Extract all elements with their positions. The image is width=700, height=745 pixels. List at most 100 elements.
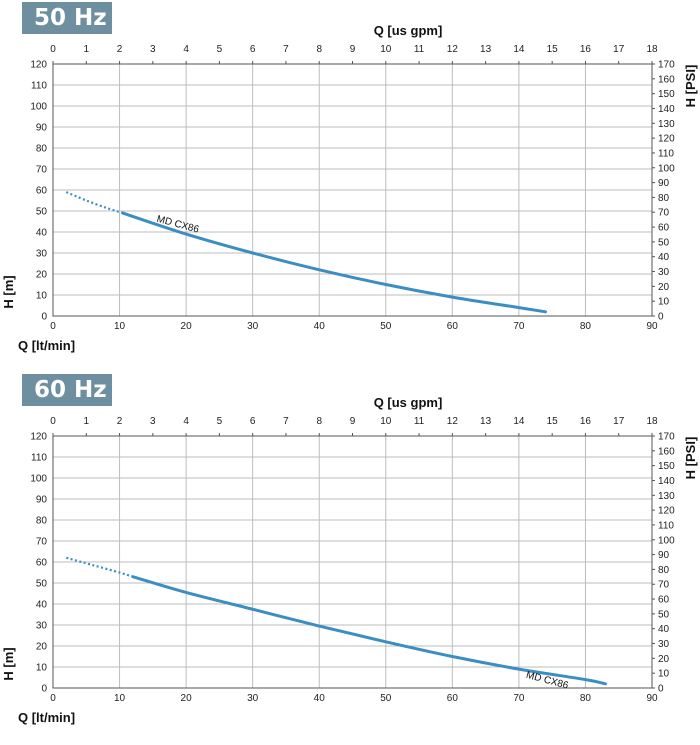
x2-tick-label: 17 [613, 44, 625, 55]
y2-tick-label: 60 [658, 595, 670, 606]
x-tick-label: 10 [114, 321, 126, 332]
y-tick-label: 80 [36, 516, 48, 527]
y-tick-label: 30 [36, 621, 48, 632]
y-tick-label: 50 [36, 579, 48, 590]
y2-tick-label: 80 [658, 193, 670, 204]
x-tick-label: 20 [181, 321, 193, 332]
y2-tick-label: 40 [658, 624, 670, 635]
y-tick-label: 110 [31, 453, 47, 464]
y2-tick-label: 50 [658, 609, 670, 620]
x-tick-label: 0 [50, 321, 56, 332]
y2-tick-label: 10 [658, 669, 670, 680]
series-curve-dotted [65, 191, 124, 215]
y2-tick-label: 30 [658, 639, 670, 650]
x2-tick-label: 4 [183, 44, 189, 55]
x2-tick-label: 11 [414, 416, 425, 427]
y2-tick-label: 70 [658, 208, 670, 219]
x2-tick-label: 1 [83, 44, 89, 55]
x2-tick-label: 10 [380, 416, 392, 427]
y2-tick-label: 170 [658, 60, 675, 71]
y-tick-label: 40 [36, 600, 48, 611]
x-tick-label: 0 [50, 693, 56, 704]
y2-tick-label: 30 [658, 267, 670, 278]
x2-tick-label: 11 [414, 44, 425, 55]
x-tick-label: 60 [447, 321, 459, 332]
frequency-badge: 60 Hz [22, 374, 112, 406]
series-curve-dotted [66, 556, 134, 578]
y-tick-label: 80 [36, 144, 48, 155]
y-axis-title: H [m] [1, 647, 16, 680]
x2-tick-label: 13 [480, 416, 492, 427]
chart-panel-50hz: 50 Hz 0 10 20 30 40 50 60 70 80 90 0 10 20 30 40 50 60 70… [0, 0, 700, 372]
y2-tick-label: 20 [658, 282, 670, 293]
frequency-badge: 50 Hz [22, 2, 112, 34]
y-tick-label: 10 [36, 291, 48, 302]
x2-tick-label: 0 [50, 44, 56, 55]
x-tick-label: 20 [181, 693, 193, 704]
x2-tick-label: 8 [316, 416, 322, 427]
x2-tick-label: 14 [513, 416, 525, 427]
y2-tick-label: 160 [658, 74, 675, 85]
x2-tick-label: 1 [83, 416, 89, 427]
y2-tick-label: 0 [658, 312, 664, 323]
y2-tick-label: 120 [658, 506, 675, 517]
y2-tick-label: 90 [658, 550, 670, 561]
y-tick-label: 110 [31, 81, 47, 92]
y-axis-title: H [m] [1, 275, 16, 308]
y2-tick-label: 0 [658, 684, 664, 695]
x2-tick-label: 3 [150, 44, 156, 55]
x-axis-title: Q [lt/min] [18, 710, 75, 725]
pump-curve-chart: 0 10 20 30 40 50 60 70 80 90010203040506070809010… [1, 23, 698, 353]
x-tick-label: 40 [314, 321, 326, 332]
x-tick-label: 30 [247, 321, 259, 332]
x2-tick-label: 12 [447, 416, 459, 427]
x2-tick-label: 17 [613, 416, 625, 427]
y2-tick-label: 10 [658, 297, 670, 308]
x2-tick-label: 6 [250, 416, 256, 427]
x-axis-title: Q [lt/min] [18, 338, 75, 353]
x2-tick-label: 18 [646, 416, 658, 427]
x2-tick-label: 9 [350, 44, 356, 55]
y-tick-label: 0 [41, 312, 47, 323]
x2-tick-label: 13 [480, 44, 492, 55]
x2-tick-label: 2 [117, 44, 123, 55]
x-tick-label: 50 [380, 321, 392, 332]
y-tick-label: 120 [30, 432, 47, 443]
x-tick-label: 80 [580, 321, 592, 332]
x-tick-label: 30 [247, 693, 259, 704]
y2-tick-label: 80 [658, 565, 670, 576]
x2-tick-label: 8 [316, 44, 322, 55]
y-tick-label: 30 [36, 249, 48, 260]
x-tick-label: 10 [114, 693, 126, 704]
y2-tick-label: 60 [658, 223, 670, 234]
x2-tick-label: 16 [580, 416, 592, 427]
x2-tick-label: 14 [513, 44, 525, 55]
y2-tick-label: 40 [658, 252, 670, 263]
y2-tick-label: 110 [658, 520, 674, 531]
x-tick-label: 50 [380, 693, 392, 704]
x-tick-label: 90 [646, 321, 658, 332]
x2-tick-label: 12 [447, 44, 459, 55]
x2-tick-label: 5 [217, 44, 223, 55]
y2-tick-label: 160 [658, 446, 675, 457]
y2-tick-label: 120 [658, 134, 675, 145]
y2-tick-label: 110 [658, 148, 674, 159]
y-tick-label: 50 [36, 207, 48, 218]
x2-tick-label: 3 [150, 416, 156, 427]
y2-tick-label: 90 [658, 178, 670, 189]
x2-tick-label: 6 [250, 44, 256, 55]
series-curve [131, 575, 607, 686]
y2-tick-label: 170 [658, 432, 675, 443]
x2-tick-label: 7 [283, 416, 289, 427]
y2-tick-label: 130 [658, 119, 675, 130]
x-tick-label: 80 [580, 693, 592, 704]
y-tick-label: 20 [36, 270, 48, 281]
y-tick-label: 120 [30, 60, 47, 71]
y-tick-label: 90 [36, 495, 48, 506]
y2-tick-label: 70 [658, 580, 670, 591]
y2-tick-label: 100 [658, 163, 675, 174]
y2-tick-label: 140 [658, 476, 675, 487]
x2-tick-label: 0 [50, 416, 56, 427]
x2-tick-label: 16 [580, 44, 592, 55]
x2-tick-label: 10 [380, 44, 392, 55]
